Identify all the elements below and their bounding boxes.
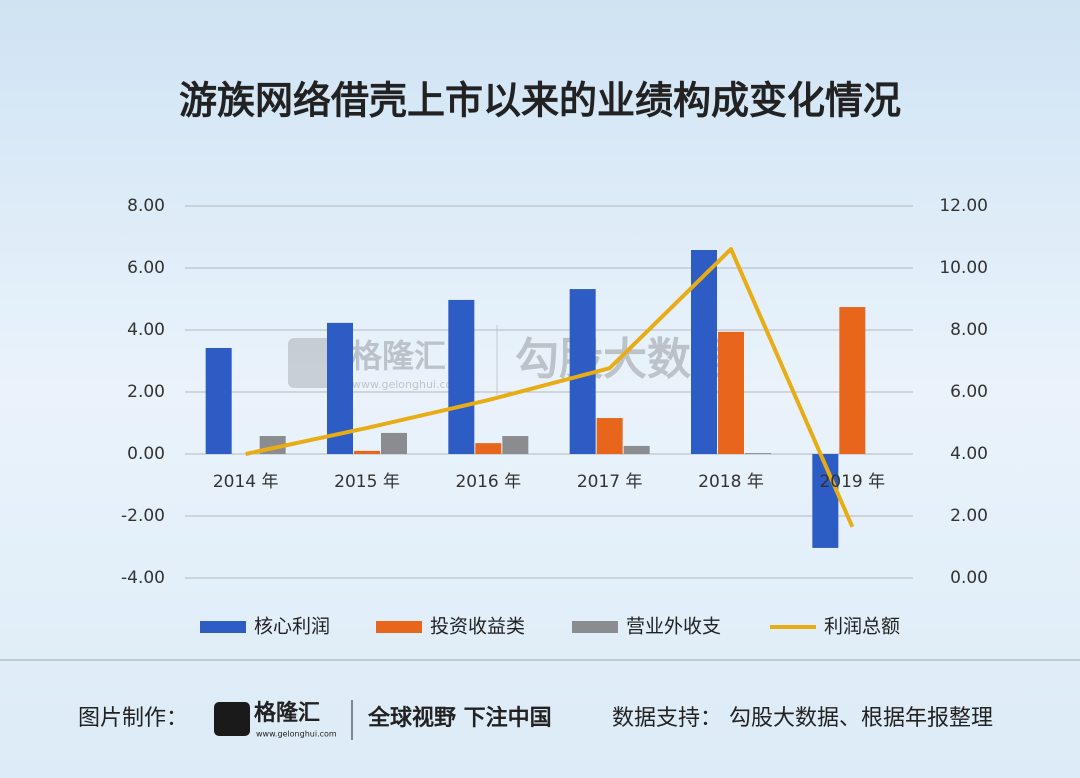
bar	[502, 436, 529, 454]
legend-swatch	[200, 621, 246, 633]
bar	[448, 299, 475, 454]
y2-tick-label: 0.00	[950, 568, 988, 588]
y2-tick-label: 6.00	[950, 382, 988, 402]
legend-label: 营业外收支	[626, 616, 721, 638]
chart-title: 游族网络借壳上市以来的业绩构成变化情况	[179, 79, 901, 123]
y2-tick-label: 12.00	[939, 196, 988, 216]
y-tick-label: 0.00	[127, 444, 165, 464]
y-tick-label: 8.00	[127, 196, 165, 216]
x-tick-label: 2018 年	[698, 472, 764, 492]
bar	[691, 250, 717, 454]
legend-label: 利润总额	[824, 616, 900, 638]
y2-tick-label: 10.00	[939, 258, 988, 278]
bar	[745, 453, 771, 454]
bar	[839, 307, 866, 454]
bar	[354, 450, 380, 454]
y-tick-label: -2.00	[121, 506, 165, 526]
footer-logo-icon	[214, 702, 250, 736]
y2-tick-label: 4.00	[950, 444, 988, 464]
y-tick-label: 6.00	[127, 258, 165, 278]
footer-url: www.gelonghui.com	[256, 730, 337, 739]
footer-slogan: 全球视野 下注中国	[367, 705, 552, 731]
y-tick-label: -4.00	[121, 568, 165, 588]
bar	[205, 347, 232, 454]
legend-swatch	[376, 621, 422, 633]
bar	[381, 432, 407, 454]
y2-tick-label: 2.00	[950, 506, 988, 526]
x-tick-label: 2019 年	[819, 472, 885, 492]
legend-label: 核心利润	[254, 616, 330, 638]
watermark-logo: 格隆汇	[350, 337, 446, 375]
bar	[623, 445, 650, 454]
x-tick-label: 2015 年	[334, 472, 400, 492]
x-tick-label: 2016 年	[455, 472, 521, 492]
bar	[718, 331, 744, 454]
x-tick-label: 2017 年	[577, 472, 643, 492]
bar	[596, 418, 623, 454]
footer-made-by: 图片制作：	[78, 706, 188, 731]
line	[245, 247, 855, 528]
watermark-url: www.gelonghui.com	[352, 378, 463, 391]
x-tick-label: 2014 年	[213, 472, 279, 492]
y2-tick-label: 8.00	[950, 320, 988, 340]
bar	[475, 443, 502, 454]
legend-swatch	[572, 621, 618, 633]
footer-logo: 格隆汇	[254, 700, 320, 726]
y-tick-label: 4.00	[127, 320, 165, 340]
legend-label: 投资收益类	[430, 616, 525, 638]
y-tick-label: 2.00	[127, 382, 165, 402]
footer-source: 数据支持： 勾股大数据、根据年报整理	[612, 706, 993, 731]
